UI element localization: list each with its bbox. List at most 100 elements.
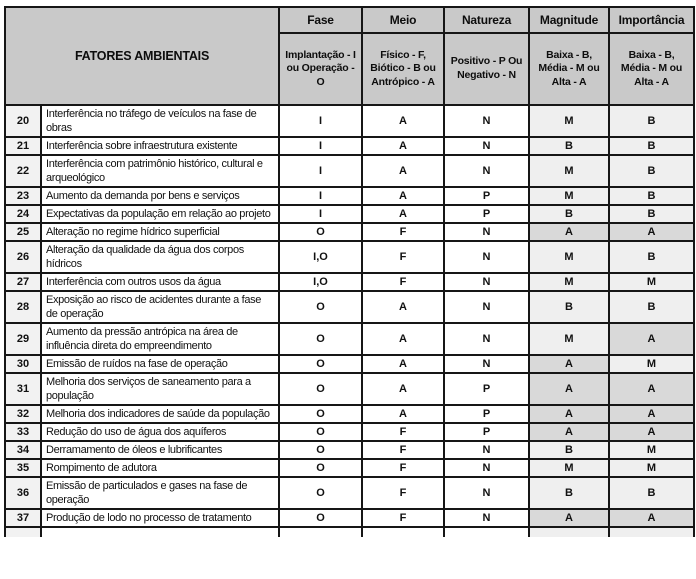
row-number-cell: 21 (4, 136, 42, 156)
clipped-next-row (4, 526, 696, 537)
row-number-cell: 24 (4, 204, 42, 224)
importancia-cell: M (608, 458, 696, 478)
fase-cell: O (278, 508, 364, 528)
column-legend-importancia: Baixa - B, Média - M ou Alta - A (608, 32, 696, 106)
row-number-cell: 23 (4, 186, 42, 206)
fase-cell: I (278, 104, 364, 138)
row-number-cell: 32 (4, 404, 42, 424)
fase-cell: O (278, 322, 364, 356)
row-number-cell: 20 (4, 104, 42, 138)
meio-cell: F (361, 458, 446, 478)
magnitude-cell: M (528, 104, 611, 138)
column-header-meio: Meio (361, 6, 446, 34)
factor-cell: Interferência com outros usos da água (39, 272, 281, 292)
importancia-cell: A (608, 404, 696, 424)
importancia-cell: A (608, 508, 696, 528)
importancia-cell: A (608, 222, 696, 242)
fase-cell: O (278, 440, 364, 460)
natureza-cell: N (443, 222, 531, 242)
importancia-cell: B (608, 476, 696, 510)
magnitude-cell: A (528, 354, 611, 374)
factor-cell: Melhoria dos indicadores de saúde da pop… (39, 404, 281, 424)
factor-cell: Emissão de particulados e gases na fase … (39, 476, 281, 510)
fase-cell: O (278, 404, 364, 424)
row-number-cell: 36 (4, 476, 42, 510)
factor-cell: Alteração da qualidade da água dos corpo… (39, 240, 281, 274)
importancia-cell: B (608, 154, 696, 188)
natureza-cell: P (443, 404, 531, 424)
importancia-cell: B (608, 204, 696, 224)
table-row: 31 Melhoria dos serviços de saneamento p… (4, 372, 696, 406)
factor-cell: Alteração no regime hídrico superficial (39, 222, 281, 242)
magnitude-cell: M (528, 322, 611, 356)
factor-cell: Expectativas da população em relação ao … (39, 204, 281, 224)
importancia-cell: M (608, 272, 696, 292)
factor-cell: Aumento da pressão antrópica na área de … (39, 322, 281, 356)
meio-cell (361, 526, 446, 537)
header-row-titles: FATORES AMBIENTAIS Fase Meio Natureza Ma… (3, 6, 696, 106)
natureza-cell: N (443, 104, 531, 138)
column-legend-meio: Físico - F, Biótico - B ou Antrópico - A (361, 32, 446, 106)
natureza-cell: N (443, 476, 531, 510)
importancia-cell: A (608, 422, 696, 442)
table-row: 34 Derramamento de óleos e lubrificantes… (4, 440, 696, 460)
magnitude-cell (528, 526, 611, 537)
column-legend-natureza: Positivo - P Ou Negativo - N (443, 32, 531, 106)
magnitude-cell: M (528, 272, 611, 292)
table-row-stub (4, 526, 696, 537)
magnitude-cell: A (528, 404, 611, 424)
meio-cell: F (361, 272, 446, 292)
table-row: 32 Melhoria dos indicadores de saúde da … (4, 404, 696, 424)
fase-cell: O (278, 458, 364, 478)
meio-cell: F (361, 222, 446, 242)
table-row: 24 Expectativas da população em relação … (4, 204, 696, 224)
fase-cell: O (278, 354, 364, 374)
meio-cell: A (361, 204, 446, 224)
magnitude-cell: M (528, 240, 611, 274)
factor-cell: Exposição ao risco de acidentes durante … (39, 290, 281, 324)
meio-cell: A (361, 136, 446, 156)
header-row-legends: Implantação - I ou Operação - O Físico -… (5, 32, 696, 106)
row-number-cell: 27 (4, 272, 42, 292)
magnitude-cell: B (528, 136, 611, 156)
natureza-cell: N (443, 354, 531, 374)
natureza-cell: N (443, 508, 531, 528)
importancia-cell: A (608, 372, 696, 406)
factor-cell: Emissão de ruídos na fase de operação (39, 354, 281, 374)
fase-cell (278, 526, 364, 537)
column-header-magnitude: Magnitude (528, 6, 611, 34)
factor-cell (39, 526, 281, 537)
importancia-cell: B (608, 240, 696, 274)
meio-cell: A (361, 322, 446, 356)
natureza-cell: N (443, 458, 531, 478)
table-row: 21 Interferência sobre infraestrutura ex… (4, 136, 696, 156)
fase-cell: O (278, 372, 364, 406)
table-row: 23 Aumento da demanda por bens e serviço… (4, 186, 696, 206)
natureza-cell: N (443, 290, 531, 324)
table-body: 20 Interferência no tráfego de veículos … (4, 104, 696, 528)
meio-cell: F (361, 240, 446, 274)
fase-cell: I (278, 186, 364, 206)
table-row: 37 Produção de lodo no processo de trata… (4, 508, 696, 528)
row-number-cell: 22 (4, 154, 42, 188)
row-number-cell: 25 (4, 222, 42, 242)
table-row: 25 Alteração no regime hídrico superfici… (4, 222, 696, 242)
table-header: FATORES AMBIENTAIS Fase Meio Natureza Ma… (3, 6, 696, 106)
table-row: 26 Alteração da qualidade da água dos co… (4, 240, 696, 274)
magnitude-cell: B (528, 476, 611, 510)
natureza-cell: N (443, 136, 531, 156)
meio-cell: A (361, 104, 446, 138)
magnitude-cell: A (528, 422, 611, 442)
factor-cell: Interferência sobre infraestrutura exist… (39, 136, 281, 156)
table-row: 30 Emissão de ruídos na fase de operação… (4, 354, 696, 374)
table-row: 27 Interferência com outros usos da água… (4, 272, 696, 292)
table-row: 22 Interferência com patrimônio históric… (4, 154, 696, 188)
row-number-cell: 33 (4, 422, 42, 442)
row-number-cell (4, 526, 42, 537)
row-number-cell: 35 (4, 458, 42, 478)
environmental-factors-table: FATORES AMBIENTAIS Fase Meio Natureza Ma… (3, 6, 696, 537)
natureza-cell: N (443, 322, 531, 356)
importancia-cell: A (608, 322, 696, 356)
meio-cell: F (361, 440, 446, 460)
magnitude-cell: B (528, 290, 611, 324)
